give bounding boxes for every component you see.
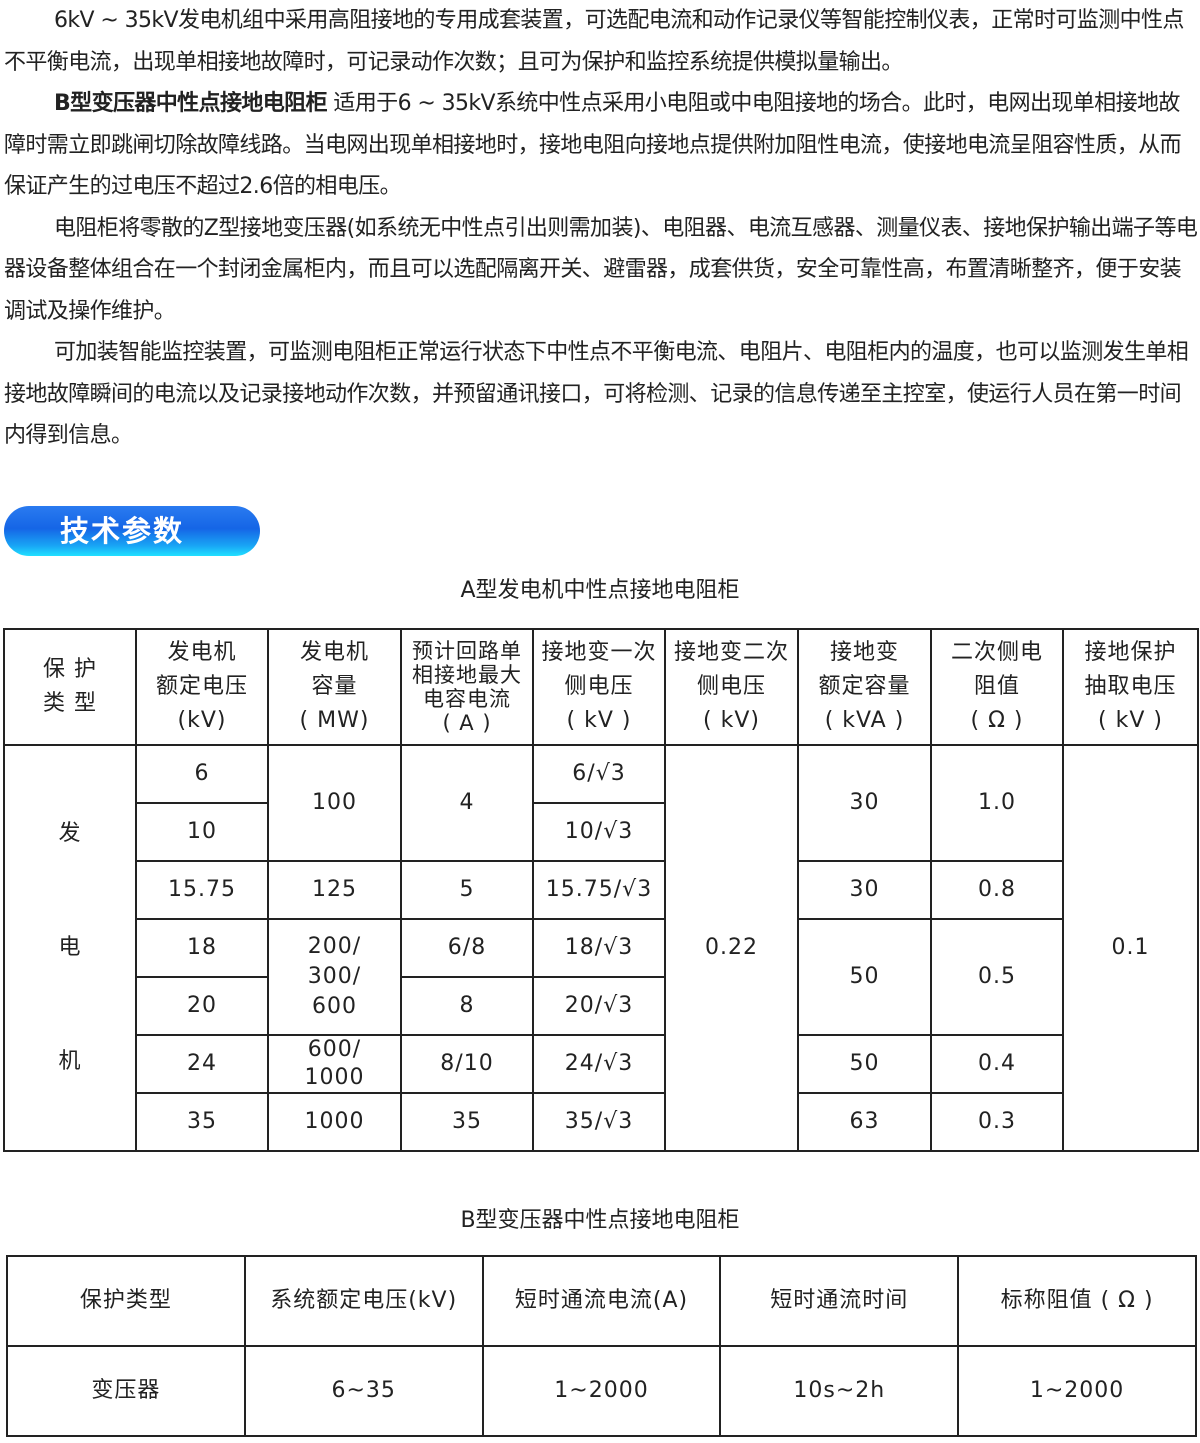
table-header-row: 保 护 类 型发电机 额定电压 (kV) 发电机 容量 ( MW) 预计回路单 相接… [3, 628, 1199, 746]
cell: 10s~2h [719, 1345, 960, 1437]
cell: 1~2000 [957, 1345, 1197, 1437]
paragraph: B型变压器中性点接地电阻柜 适用于6 ~ 35kV系统中性点采用小电阻或中电阻接… [4, 83, 1200, 208]
section-badge: 技术参数 [4, 506, 260, 556]
cell-current: 5 [400, 860, 534, 920]
cell-primary: 6/√3 [532, 744, 666, 804]
header-cell: 预计回路单 相接地最大 电容电流 ( A ) [400, 628, 534, 746]
cell-secondary: 0.22 [664, 744, 799, 1152]
intro-text: 6kV ~ 35kV发电机组中采用高阻接地的专用成套装置，可选配电流和动作记录仪… [4, 0, 1200, 457]
paragraph-text: 电阻柜将零散的Z型接地变压器(如系统无中性点引出则需加装)、电阻器、电流互感器、… [4, 215, 1198, 324]
table-a: 保 护 类 型发电机 额定电压 (kV) 发电机 容量 ( MW) 预计回路单 相接… [3, 628, 1199, 1152]
cell-resistance: 0.5 [930, 918, 1064, 1036]
table-row: 35 1000 35 35/√3 63 0.3 [4, 1092, 1198, 1152]
paragraph-text: 6kV ~ 35kV发电机组中采用高阻接地的专用成套装置，可选配电流和动作记录仪… [4, 8, 1184, 75]
cell-voltage: 35 [135, 1092, 269, 1152]
header-cell: 接地变 额定容量 ( kVA ) [797, 628, 932, 746]
table-row: 发 电 机 6 100 4 6/√3 0.22 30 1.0 0.1 [3, 744, 1199, 1152]
table-row: 24 600/ 1000 8/10 24/√3 50 0.4 [4, 1034, 1198, 1094]
header-cell: 发电机 额定电压 (kV) [135, 628, 269, 746]
header-cell: 二次侧电 阻值 ( Ω ) [930, 628, 1064, 746]
table-header-row: 保护类型 系统额定电压(kV) 短时通流电流(A) 短时通流时间 标称阻值 ( … [6, 1255, 1197, 1347]
header-cell: 接地变二次 侧电压 ( kV) [664, 628, 799, 746]
header-cell: 接地保护 抽取电压 ( kV ) [1062, 628, 1199, 746]
cell-voltage: 20 [135, 976, 269, 1036]
paragraph-text: 适用于6 ~ 35kV系统中性点采用小电阻或中电阻接地的场合。此时，电网出现单相… [4, 91, 1182, 199]
table-row: 20 8 20/√3 [4, 976, 1198, 1036]
cell-voltage: 18 [135, 918, 269, 978]
paragraph: 6kV ~ 35kV发电机组中采用高阻接地的专用成套装置，可选配电流和动作记录仪… [4, 0, 1200, 83]
cell-primary: 18/√3 [532, 918, 666, 978]
table-row: 15.75 125 5 15.75/√3 30 0.8 [4, 860, 1198, 920]
header-cell: 保护类型 [6, 1255, 246, 1347]
paragraph: 电阻柜将零散的Z型接地变压器(如系统无中性点引出则需加装)、电阻器、电流互感器、… [4, 208, 1200, 333]
cell-voltage: 24 [135, 1034, 269, 1094]
cell-resistance: 0.8 [930, 860, 1064, 920]
header-cell: 短时通流时间 [719, 1255, 960, 1347]
cell-voltage: 15.75 [135, 860, 269, 920]
header-cell: 保 护 类 型 [3, 628, 137, 746]
table-row: 变压器 6~35 1~2000 10s~2h 1~2000 [6, 1345, 1197, 1437]
cell-capacity: 200/ 300/ 600 [267, 918, 402, 1036]
paragraph: 可加装智能监控装置，可监测电阻柜正常运行状态下中性点不平衡电流、电阻片、电阻柜内… [4, 332, 1200, 457]
cell: 1~2000 [481, 1345, 722, 1437]
cell-type: 发 电 机 [3, 744, 137, 1152]
header-cell: 标称阻值 ( Ω ) [957, 1255, 1197, 1347]
cell-rated-kva: 50 [797, 918, 932, 1036]
cell-current: 35 [400, 1092, 534, 1152]
header-cell: 系统额定电压(kV) [243, 1255, 484, 1347]
cell-rated-kva: 30 [797, 744, 932, 862]
cell-current: 6/8 [400, 918, 534, 978]
cell-voltage: 6 [135, 744, 269, 804]
cell-rated-kva: 63 [797, 1092, 932, 1152]
header-cell: 发电机 容量 ( MW) [267, 628, 402, 746]
cell-current: 8/10 [400, 1034, 534, 1094]
cell-capacity: 125 [267, 860, 402, 920]
cell-primary: 20/√3 [532, 976, 666, 1036]
cell-rated-kva: 30 [797, 860, 932, 920]
table-a-caption: A型发电机中性点接地电阻柜 [460, 578, 740, 603]
cell-capacity: 600/ 1000 [267, 1034, 402, 1094]
cell-capacity: 100 [267, 744, 402, 862]
cell-primary: 15.75/√3 [532, 860, 666, 920]
cell: 变压器 [6, 1345, 246, 1437]
paragraph-heading: B型变压器中性点接地电阻柜 [54, 91, 328, 116]
cell-rated-kva: 50 [797, 1034, 932, 1094]
paragraph-text: 可加装智能监控装置，可监测电阻柜正常运行状态下中性点不平衡电流、电阻片、电阻柜内… [4, 340, 1189, 448]
cell-capacity: 1000 [267, 1092, 402, 1152]
cell-primary: 24/√3 [532, 1034, 666, 1094]
cell-current: 8 [400, 976, 534, 1036]
table-row: 18 200/ 300/ 600 6/8 18/√3 50 0.5 [4, 918, 1198, 1036]
cell-primary: 35/√3 [532, 1092, 666, 1152]
header-cell: 短时通流电流(A) [481, 1255, 722, 1347]
table-b: 保护类型 系统额定电压(kV) 短时通流电流(A) 短时通流时间 标称阻值 ( … [6, 1255, 1197, 1437]
cell: 6~35 [243, 1345, 484, 1437]
cell-resistance: 0.3 [930, 1092, 1064, 1152]
header-cell: 接地变一次 侧电压 ( kV ) [532, 628, 666, 746]
cell-current: 4 [400, 744, 534, 862]
cell-primary: 10/√3 [532, 802, 666, 862]
cell-protect-voltage: 0.1 [1062, 744, 1199, 1152]
table-b-caption: B型变压器中性点接地电阻柜 [460, 1208, 740, 1233]
cell-voltage: 10 [135, 802, 269, 862]
cell-resistance: 1.0 [930, 744, 1064, 862]
cell-resistance: 0.4 [930, 1034, 1064, 1094]
table-row: 10 10/√3 [4, 802, 1198, 862]
